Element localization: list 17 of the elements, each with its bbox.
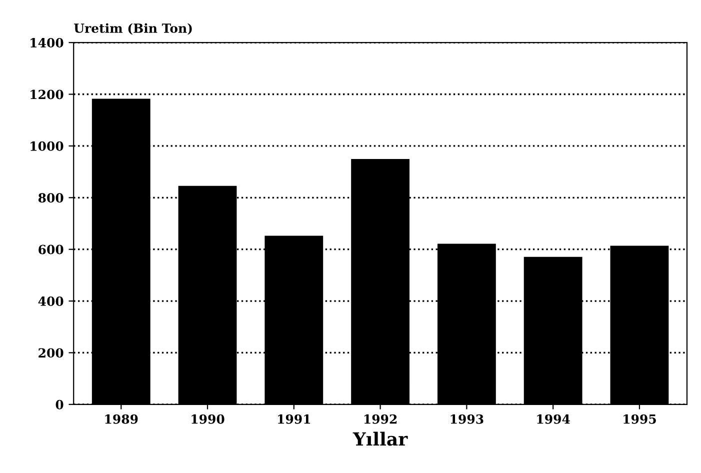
x-tick-label: 1994 (537, 414, 570, 424)
x-tick-label: 1990 (192, 414, 224, 424)
y-tick-label: 1400 (30, 38, 64, 48)
y-tick-label: 0 (56, 400, 64, 410)
x-tick-label: 1991 (278, 414, 310, 424)
x-tick-label: 1992 (364, 414, 397, 424)
y-tick-label: 1200 (30, 90, 64, 100)
x-tick-label: 1995 (624, 414, 656, 424)
y-axis-title: Uretim (Bin Ton) (74, 23, 192, 35)
y-tick-label: 200 (38, 348, 64, 358)
y-tick-label: 600 (38, 244, 64, 254)
y-tick-label: 400 (38, 296, 64, 306)
y-tick-label: 800 (38, 193, 64, 203)
x-tick-label: 1989 (105, 414, 138, 424)
x-tick-label: 1993 (450, 414, 484, 424)
y-tick-label: 1000 (30, 141, 64, 151)
x-axis-title: Yıllar (352, 432, 408, 446)
